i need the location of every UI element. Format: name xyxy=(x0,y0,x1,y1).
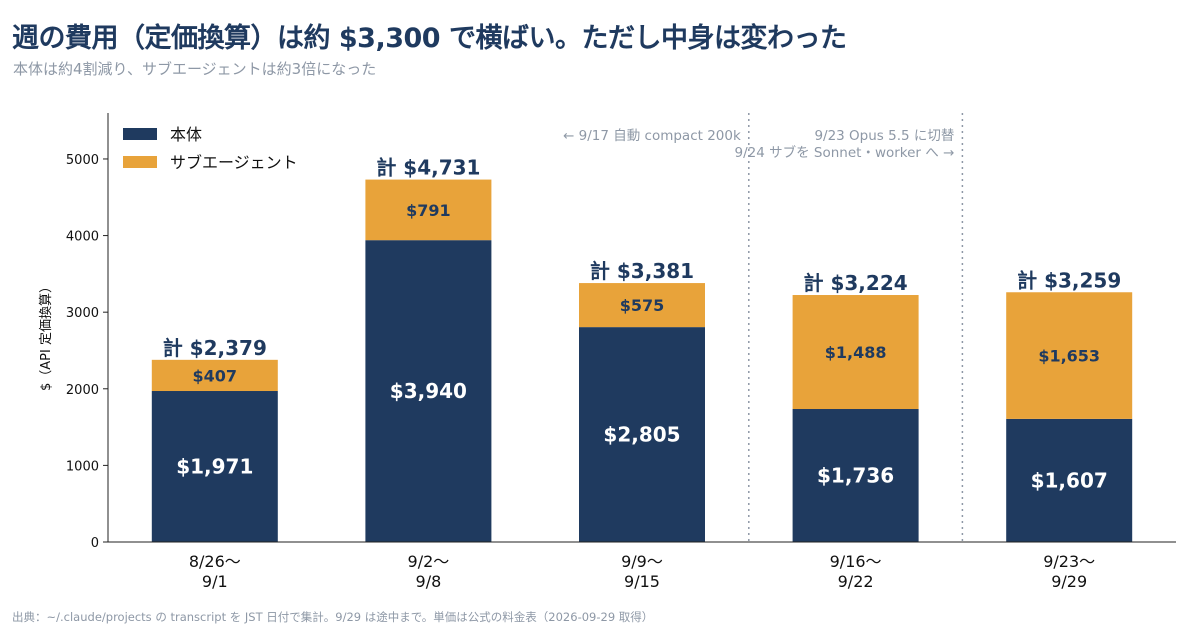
xtick-label-4-a: 9/23〜 xyxy=(1043,552,1095,571)
ytick-label-1: 1000 xyxy=(66,459,99,474)
label-total-4: 計 $3,259 xyxy=(1017,268,1121,292)
xtick-label-2-a: 9/9〜 xyxy=(621,552,663,571)
bar-sub-1 xyxy=(365,179,492,241)
label-sub-2: $575 xyxy=(620,296,665,315)
label-sub-1: $791 xyxy=(406,201,451,220)
legend-label-main: 本体 xyxy=(170,125,202,144)
label-total-3: 計 $3,224 xyxy=(804,271,908,295)
bar-main-2 xyxy=(579,327,705,542)
label-total-1: 計 $4,731 xyxy=(376,156,480,180)
bar-sub-0 xyxy=(151,359,278,392)
label-main-3: $1,736 xyxy=(817,464,894,488)
label-sub-0: $407 xyxy=(193,366,238,385)
ytick-label-2: 2000 xyxy=(66,383,99,398)
label-main-1: $3,940 xyxy=(390,379,467,403)
label-main-2: $2,805 xyxy=(603,423,680,447)
xtick-label-0-a: 8/26〜 xyxy=(189,552,241,571)
xtick-label-0-b: 9/1 xyxy=(202,572,228,591)
bar-main-4 xyxy=(1006,418,1133,542)
label-total-2: 計 $3,381 xyxy=(590,259,694,283)
bar-sub-4 xyxy=(1006,292,1133,419)
xtick-label-1-b: 9/8 xyxy=(416,572,442,591)
annotation-compact: ← 9/17 自動 compact 200k xyxy=(563,128,741,144)
page-title: 週の費用（定価換算）は約 $3,300 で横ばい。ただし中身は変わった xyxy=(12,23,847,54)
ytick-label-3: 3000 xyxy=(66,306,99,321)
label-main-4: $1,607 xyxy=(1031,468,1108,492)
bar-main-0 xyxy=(151,391,278,542)
label-sub-3: $1,488 xyxy=(825,343,887,362)
xtick-label-2-b: 9/15 xyxy=(624,572,660,591)
page-subtitle: 本体は約4割減り、サブエージェントは約3倍になった xyxy=(13,60,377,78)
legend-swatch-sub xyxy=(123,156,157,168)
bar-main-1 xyxy=(365,240,492,543)
annotation-sonnet: 9/24 サブを Sonnet・worker へ → xyxy=(735,144,955,161)
source-note: 出典：~/.claude/projects の transcript を JST… xyxy=(12,610,654,624)
annotation-opus: 9/23 Opus 5.5 に切替 xyxy=(814,128,954,144)
xtick-label-4-b: 9/29 xyxy=(1051,572,1087,591)
y-axis-label: $（API 定価換算） xyxy=(39,280,54,391)
bar-main-3 xyxy=(792,409,919,542)
bar-sub-2 xyxy=(579,283,705,328)
bar-sub-3 xyxy=(792,295,919,410)
xtick-label-3-a: 9/16〜 xyxy=(830,552,882,571)
legend-swatch-main xyxy=(123,128,157,140)
ytick-label-0: 0 xyxy=(91,536,99,551)
xtick-label-1-a: 9/2〜 xyxy=(408,552,450,571)
legend-label-sub: サブエージェント xyxy=(170,153,298,172)
xtick-label-3-b: 9/22 xyxy=(838,572,874,591)
label-sub-4: $1,653 xyxy=(1038,347,1100,366)
ytick-label-4: 4000 xyxy=(66,230,99,245)
ytick-label-5: 5000 xyxy=(66,153,99,168)
label-total-0: 計 $2,379 xyxy=(163,336,267,360)
label-main-0: $1,971 xyxy=(176,455,253,479)
